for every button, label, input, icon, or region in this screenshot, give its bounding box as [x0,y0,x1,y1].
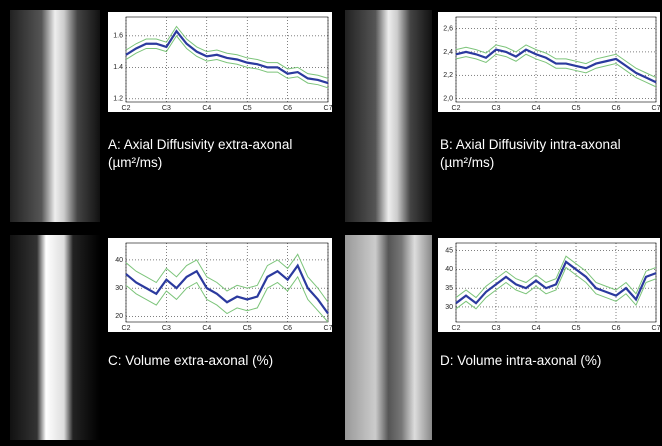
y-tick-label: 20 [115,313,123,320]
y-tick-label: 1.6 [113,33,123,40]
series-line [125,35,329,89]
mri-image [345,235,432,440]
y-tick-label: 30 [115,285,123,292]
plot-background [108,12,332,112]
caption: B: Axial Diffusivity intra-axonal (µm²/m… [440,137,621,170]
x-tick-label: C7 [652,105,661,112]
x-tick-label: C5 [572,105,581,112]
x-tick-label: C6 [612,105,621,112]
x-tick-label: C5 [572,325,581,332]
x-tick-label: C2 [122,105,131,112]
series-line [125,275,329,323]
x-tick-label: C2 [452,105,461,112]
y-tick-label: 45 [445,247,453,254]
y-tick-label: 35 [445,285,453,292]
x-tick-label: C4 [202,325,211,332]
x-tick-label: C6 [283,105,292,112]
series-line [125,25,329,79]
x-tick-label: C7 [324,325,333,332]
x-tick-label: C3 [162,105,171,112]
series-line [455,44,657,79]
x-tick-label: C4 [532,325,541,332]
y-tick-label: 1.4 [113,64,123,71]
series-line [455,255,657,299]
y-tick-label: 30 [445,304,453,311]
series-line [455,48,657,84]
x-tick-label: C6 [283,325,292,332]
x-tick-label: C3 [492,105,501,112]
y-tick-label: 2,4 [443,49,453,56]
series-line [455,266,657,310]
y-tick-label: 40 [445,266,453,273]
x-tick-label: C6 [612,325,621,332]
y-tick-label: 2,6 [443,25,453,32]
x-tick-label: C4 [202,105,211,112]
mri-image [10,235,100,440]
caption: C: Volume extra-axonal (%) [108,353,274,368]
x-tick-label: C3 [492,325,501,332]
caption: A: Axial Diffusivity extra-axonal (µm²/m… [108,137,293,170]
y-tick-label: 40 [115,257,123,264]
mri-image [345,10,432,222]
x-tick-label: C7 [324,105,333,112]
series-line [455,53,657,88]
series-line [455,260,657,305]
x-tick-label: C2 [452,325,461,332]
y-tick-label: 2,0 [443,95,453,102]
series-line [125,263,329,315]
series-line [125,29,329,85]
x-tick-label: C2 [122,325,131,332]
y-tick-label: 2,2 [443,72,453,79]
x-tick-label: C5 [243,105,252,112]
x-tick-label: C7 [652,325,661,332]
x-tick-label: C5 [243,325,252,332]
series-line [125,253,329,303]
y-tick-label: 1.2 [113,96,123,103]
x-tick-label: C3 [162,325,171,332]
mri-image [10,10,100,222]
plot-background [438,238,660,332]
caption: D: Volume intra-axonal (%) [440,353,602,368]
x-tick-label: C4 [532,105,541,112]
